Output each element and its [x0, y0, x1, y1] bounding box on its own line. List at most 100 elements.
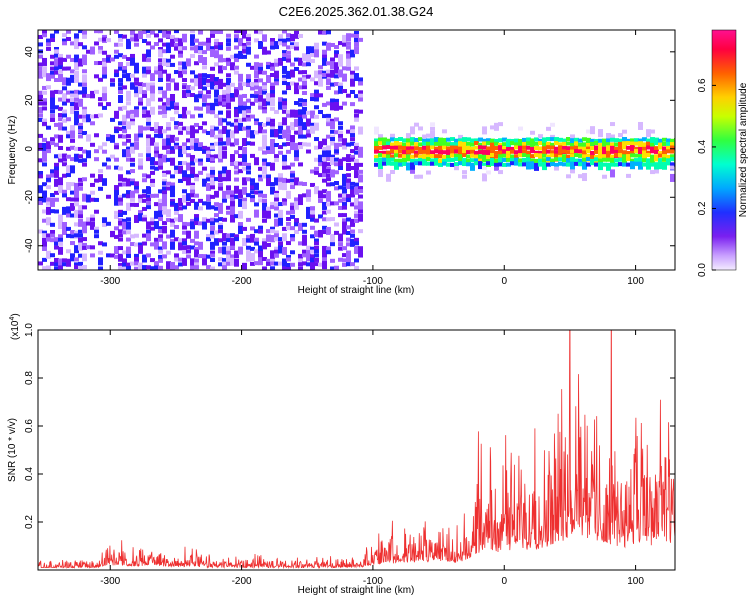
spectrogram-cell [42, 230, 47, 235]
spectrogram-cell [262, 166, 267, 175]
spectrogram-cell [78, 186, 83, 191]
spectrogram-x-label: Height of straight line (km) [298, 285, 415, 296]
spectrogram-cell [598, 162, 603, 171]
spectrogram-cell [530, 146, 535, 151]
spectrogram-cell [330, 42, 335, 47]
spectrogram-cell [114, 165, 119, 170]
spectrogram-cell [202, 149, 207, 154]
spectrogram-cell [274, 213, 279, 218]
spectrogram-cell [150, 193, 155, 198]
spectrogram-cell [278, 241, 283, 250]
spectrogram-cell [302, 53, 307, 62]
spectrogram-cell [330, 57, 335, 62]
spectrogram-cell [74, 265, 79, 270]
spectrogram-cell [58, 69, 63, 74]
spectrogram-cell [610, 149, 615, 154]
spectrogram-cell [182, 189, 187, 194]
spectrogram-cell [126, 178, 131, 187]
spectrogram-cell [74, 209, 79, 218]
spectrogram-cell [322, 217, 327, 222]
spectrogram-cell [606, 162, 611, 171]
spectrogram-cell [502, 146, 507, 151]
spectrogram-cell [38, 109, 43, 114]
spectrogram-cell [158, 30, 163, 34]
spectrogram-cell [586, 146, 591, 151]
spectrogram-cell [50, 66, 55, 71]
spectrogram-cell [182, 106, 187, 115]
spectrogram-cell [294, 222, 299, 227]
spectrogram-cell [130, 181, 135, 186]
spectrogram-cell [50, 141, 55, 146]
spectrogram-cell [214, 177, 219, 182]
spectrogram-cell [350, 137, 355, 142]
spectrogram-cell [470, 162, 475, 171]
spectrogram-cell [274, 230, 279, 235]
spectrogram-cell [270, 45, 275, 50]
spectrogram-cell [574, 137, 579, 142]
spectrogram-cell [354, 205, 359, 210]
spectrogram-cell [46, 237, 51, 242]
spectrogram-cell [250, 226, 255, 231]
spectrogram-cell [158, 126, 163, 131]
spectrogram-cell [166, 261, 171, 270]
spectrogram-cell [150, 30, 155, 35]
spectrogram-cell [38, 197, 43, 202]
spectrogram-cell [62, 101, 67, 106]
spectrogram-cell [482, 126, 487, 135]
spectrogram-cell [346, 185, 351, 190]
spectrogram-cell [182, 238, 187, 243]
spectrogram-cell [342, 42, 347, 47]
spectrogram-cell [202, 258, 207, 263]
spectrogram-cell [122, 34, 127, 39]
spectrogram-cell [294, 57, 299, 62]
spectrogram-cell [274, 62, 279, 67]
spectrogram-cell [550, 162, 555, 167]
spectrogram-cell [142, 82, 147, 87]
spectrogram-cell [154, 70, 159, 75]
spectrogram-cell [478, 137, 483, 142]
spectrogram-cell [86, 245, 91, 250]
spectrogram-cell [342, 141, 347, 150]
spectrogram-cell [54, 66, 59, 71]
spectrogram-cell [62, 189, 67, 194]
spectrogram-cell [134, 65, 139, 74]
spectrogram-cell [286, 137, 291, 142]
spectrogram-cell [58, 218, 63, 223]
spectrogram-cell [146, 205, 151, 210]
spectrogram-cell [194, 221, 199, 226]
spectrogram-cell [262, 266, 267, 270]
spectrogram-cell [178, 149, 183, 158]
spectrogram-cell [326, 117, 331, 122]
spectrogram-cell [198, 50, 203, 55]
spectrogram-cell [298, 70, 303, 75]
spectrogram-cell [258, 105, 263, 110]
spectrogram-cell [394, 138, 399, 143]
spectrogram-cell [122, 118, 127, 123]
spectrogram-cell [98, 46, 103, 51]
spectrogram-cell [62, 109, 67, 114]
spectrogram-cell [354, 33, 359, 38]
spectrogram-cell [246, 82, 251, 87]
spectrogram-cell [566, 141, 571, 146]
spectrogram-cell [502, 157, 507, 162]
spectrogram-cell [154, 161, 159, 166]
spectrogram-cell [230, 233, 235, 238]
spectrogram-cell [178, 130, 183, 135]
spectrogram-cell [58, 158, 63, 163]
spectrogram-cell [114, 254, 119, 259]
spectrogram-cell [346, 162, 351, 171]
spectrogram-cell [142, 30, 147, 35]
spectrogram-cell [322, 189, 327, 194]
spectrogram-cell [274, 237, 279, 242]
spectrogram-cell [578, 153, 583, 158]
spectrogram-cell [94, 209, 99, 214]
spectrogram-cell [622, 137, 627, 146]
spectrogram-cell [186, 90, 191, 95]
spectrogram-cell [618, 133, 623, 138]
spectrogram-cell [290, 250, 295, 255]
spectrogram-cell [86, 49, 91, 54]
spectrogram-cell [626, 138, 631, 143]
spectrogram-cell [342, 178, 347, 187]
spectrogram-cell [482, 154, 487, 159]
spectrogram-cell [470, 149, 475, 154]
